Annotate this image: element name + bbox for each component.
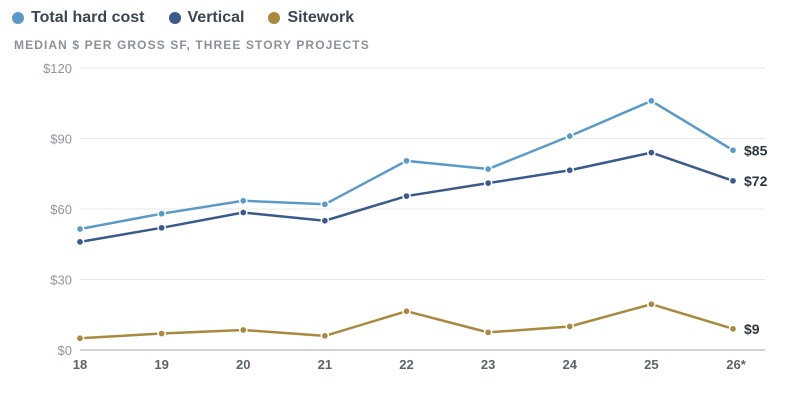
data-point[interactable] [320, 216, 330, 226]
y-tick-label: $90 [50, 132, 72, 147]
data-point[interactable] [565, 165, 575, 175]
y-tick-label: $30 [50, 273, 72, 288]
y-tick-label: $0 [58, 343, 72, 358]
data-point[interactable] [75, 333, 85, 343]
x-tick-label: 18 [73, 357, 87, 372]
y-tick-label: $120 [43, 61, 72, 76]
legend-item-sitework[interactable]: Sitework [268, 9, 354, 27]
data-point[interactable] [238, 196, 248, 206]
series-lines [75, 96, 738, 343]
data-point[interactable] [483, 164, 493, 174]
data-point[interactable] [565, 322, 575, 331]
data-point[interactable] [728, 324, 738, 334]
data-point[interactable] [320, 331, 330, 341]
legend-item-total-hard-cost[interactable]: Total hard cost [12, 9, 145, 27]
x-tick-label: 22 [399, 357, 413, 372]
data-point[interactable] [238, 325, 248, 335]
legend-label: Sitework [287, 9, 355, 26]
x-tick-label: 23 [481, 357, 495, 372]
x-tick-label: 25 [644, 357, 658, 372]
data-point[interactable] [157, 223, 166, 233]
data-point[interactable] [75, 237, 85, 247]
y-axis: $0 $30 $60 $90 $120 [43, 61, 72, 358]
data-point[interactable] [402, 191, 411, 201]
x-tick-label: 24 [563, 357, 578, 372]
data-point[interactable] [647, 96, 656, 106]
end-labels: $85 $72 $9 [744, 142, 768, 337]
legend: Total hard cost Vertical Sitework [12, 9, 354, 27]
data-point[interactable] [483, 328, 493, 337]
data-point[interactable] [647, 299, 656, 309]
data-point[interactable] [157, 329, 166, 338]
data-point[interactable] [320, 199, 330, 209]
data-point[interactable] [402, 306, 411, 316]
data-point[interactable] [647, 148, 656, 157]
x-tick-label: 20 [236, 357, 250, 372]
x-tick-label: 21 [318, 357, 332, 372]
chart-subtitle: MEDIAN $ PER GROSS SF, THREE STORY PROJE… [14, 38, 370, 52]
data-point[interactable] [483, 178, 493, 188]
data-point[interactable] [238, 208, 248, 217]
legend-dot-icon [168, 12, 181, 24]
legend-dot-icon [268, 12, 281, 24]
data-point[interactable] [565, 131, 575, 141]
x-tick-label: 26* [726, 357, 746, 372]
legend-dot-icon [12, 12, 24, 24]
data-point[interactable] [75, 224, 85, 234]
y-tick-label: $60 [50, 202, 72, 217]
end-value-label: $72 [744, 173, 768, 189]
data-point[interactable] [402, 156, 411, 166]
data-point[interactable] [157, 209, 166, 219]
end-value-label: $85 [744, 142, 768, 158]
data-point[interactable] [728, 176, 738, 186]
legend-item-vertical[interactable]: Vertical [168, 9, 245, 27]
data-point[interactable] [728, 145, 738, 155]
legend-label: Vertical [187, 9, 245, 26]
legend-label: Total hard cost [31, 9, 145, 26]
x-tick-label: 19 [154, 357, 168, 372]
x-axis: 18 19 20 21 22 23 24 25 26* [73, 357, 747, 372]
end-value-label: $9 [744, 321, 760, 337]
